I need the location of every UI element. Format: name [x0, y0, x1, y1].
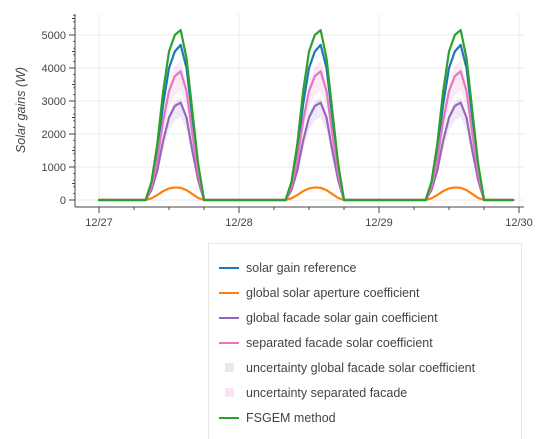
series-line	[97, 186, 515, 202]
legend-swatch	[219, 260, 239, 276]
x-tick-label: 12/30	[505, 217, 533, 229]
legend-label: uncertainty separated facade	[246, 386, 408, 400]
legend: solar gain reference global solar apertur…	[208, 243, 522, 439]
y-tick-label: 5000	[42, 30, 66, 42]
y-tick-label: 4000	[42, 63, 66, 75]
y-tick-label: 3000	[42, 96, 66, 108]
x-tick-label: 12/28	[225, 217, 253, 229]
legend-item: uncertainty separated facade	[219, 385, 407, 401]
x-tick-label: 12/29	[365, 217, 393, 229]
legend-label: global solar aperture coefficient	[246, 286, 420, 300]
legend-swatch	[219, 310, 239, 326]
legend-swatch	[219, 360, 239, 376]
legend-item: separated facade solar coefficient	[219, 335, 433, 351]
legend-label: global facade solar gain coefficient	[246, 311, 438, 325]
ticks: 0 1000 2000 3000 4000 5000 12/27 12/28 12/29 12/3…	[42, 14, 533, 229]
series-lines	[97, 28, 515, 202]
legend-swatch	[219, 410, 239, 426]
legend-item: global solar aperture coefficient	[219, 285, 420, 301]
y-tick-label: 0	[60, 195, 66, 207]
y-axis-label: Solar gains (W)	[14, 67, 28, 153]
legend-label: FSGEM method	[246, 411, 336, 425]
legend-swatch	[219, 385, 239, 401]
series-line	[97, 43, 515, 202]
y-tick-label: 2000	[42, 129, 66, 141]
legend-label: separated facade solar coefficient	[246, 336, 433, 350]
legend-item: solar gain reference	[219, 260, 356, 276]
series-line	[97, 101, 515, 202]
legend-item: global facade solar gain coefficient	[219, 310, 438, 326]
legend-swatch	[219, 285, 239, 301]
legend-label: solar gain reference	[246, 261, 357, 275]
legend-item: FSGEM method	[219, 410, 336, 426]
solar-gains-chart: 0 1000 2000 3000 4000 5000 12/27 12/28 12/29 12/3…	[14, 14, 533, 229]
legend-item: uncertainty global facade solar coeffici…	[219, 360, 475, 376]
legend-label: uncertainty global facade solar coeffici…	[246, 361, 476, 375]
legend-swatch	[219, 335, 239, 351]
y-tick-label: 1000	[42, 162, 66, 174]
series-line	[97, 28, 515, 202]
series-line	[97, 70, 515, 202]
x-tick-label: 12/27	[85, 217, 113, 229]
